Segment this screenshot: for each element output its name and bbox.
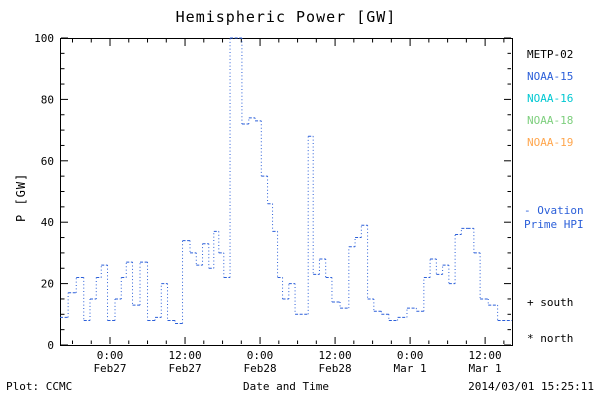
plot-frame	[60, 38, 513, 346]
x-tick-date-label: Feb27	[168, 362, 201, 375]
x-tick-date-label: Mar 1	[394, 362, 427, 375]
north-marker-key: * north	[527, 332, 574, 345]
satellite-legend: METP-02 NOAA-15 NOAA-16 NOAA-18 NOAA-19	[527, 44, 573, 154]
x-tick-date-label: Mar 1	[469, 362, 502, 375]
south-marker-key: + south	[527, 296, 574, 309]
x-tick-time-label: 12:00	[168, 349, 201, 362]
x-tick-time-label: 12:00	[319, 349, 352, 362]
x-tick-date-label: Feb27	[93, 362, 126, 375]
x-tick-date-label: Feb28	[243, 362, 276, 375]
y-tick-label: 40	[41, 216, 54, 229]
y-tick-label: 60	[41, 155, 54, 168]
legend-item-noaa15: NOAA-15	[527, 70, 574, 83]
y-tick-label: 100	[34, 32, 54, 45]
legend-item-noaa19: NOAA-19	[527, 136, 574, 149]
x-tick-date-label: Feb28	[319, 362, 352, 375]
y-tick-label: 0	[47, 339, 54, 352]
ovation-label-line1: - Ovation	[524, 204, 584, 217]
x-axis-label: Date and Time	[242, 380, 330, 393]
plot-source-label: Plot: CCMC	[6, 380, 73, 393]
timestamp-label: 2014/03/01 15:25:11	[468, 380, 594, 393]
legend-item-metp02: METP-02	[527, 48, 574, 61]
x-tick-time-label: 0:00	[247, 349, 274, 362]
ovation-prime-hpi-label: - Ovation Prime HPI	[524, 204, 584, 232]
ovation-label-line2: Prime HPI	[524, 218, 584, 231]
chart-title: Hemispheric Power [GW]	[175, 8, 397, 26]
x-tick-time-label: 12:00	[469, 349, 502, 362]
legend-item-noaa18: NOAA-18	[527, 114, 574, 127]
x-tick-time-label: 0:00	[397, 349, 424, 362]
y-tick-label: 80	[41, 93, 54, 106]
legend-item-noaa16: NOAA-16	[527, 92, 574, 105]
x-tick-time-label: 0:00	[97, 349, 124, 362]
y-tick-label: 20	[41, 278, 54, 291]
